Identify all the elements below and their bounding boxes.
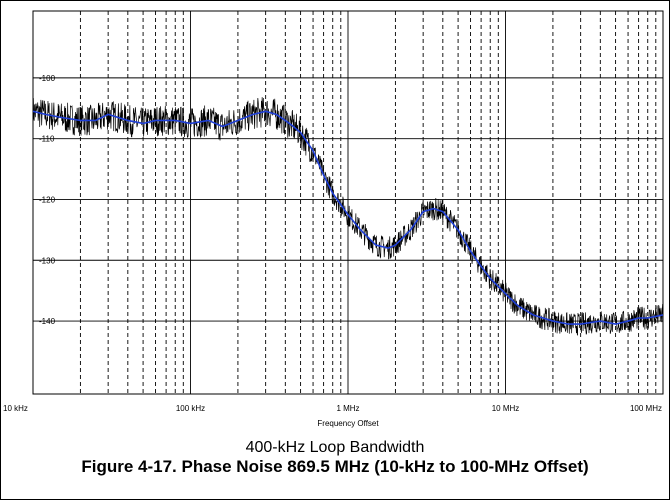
x-axis-label: Frequency Offset: [317, 419, 379, 428]
figure-caption: Figure 4-17. Phase Noise 869.5 MHz (10-k…: [81, 457, 589, 476]
x-tick-label: 10 kHz: [3, 404, 28, 413]
figure-subtitle: 400-kHz Loop Bandwidth: [245, 439, 425, 456]
y-tick-label: -120: [39, 195, 56, 204]
y-tick-label: -140: [39, 317, 56, 326]
x-tick-label: 100 kHz: [176, 404, 205, 413]
phase-noise-chart: 10 kHz 100 kHz 1 MHz 10 MHz 100 MHz -100 -110 -…: [3, 10, 664, 428]
x-tick-label: 10 MHz: [492, 404, 520, 413]
y-tick-label: -100: [39, 74, 56, 83]
x-tick-label: 100 MHz: [630, 404, 662, 413]
x-tick-label: 1 MHz: [336, 404, 359, 413]
tick-labels: 10 kHz 100 kHz 1 MHz 10 MHz 100 MHz -100 -110 -…: [3, 74, 662, 413]
series-group: [32, 97, 664, 336]
y-tick-label: -130: [39, 256, 56, 265]
smoothed-noise-trace: [32, 110, 664, 325]
y-tick-label: -110: [39, 135, 55, 144]
